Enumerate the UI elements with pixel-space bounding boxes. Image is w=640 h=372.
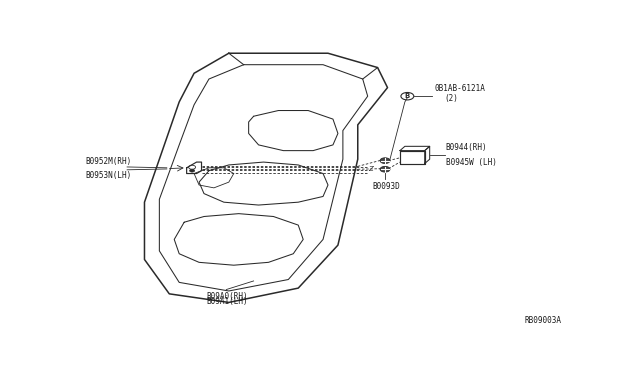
Text: B: B [404,93,410,99]
Circle shape [380,158,390,164]
Text: B09A0(RH): B09A0(RH) [207,292,248,301]
Text: B0093D: B0093D [372,182,401,191]
Text: B0952M(RH): B0952M(RH) [85,157,131,166]
Text: B0945W (LH): B0945W (LH) [445,158,497,167]
Text: Z: Z [368,166,372,172]
Text: B09A1(LH): B09A1(LH) [207,297,248,306]
Circle shape [380,166,390,172]
Text: (2): (2) [445,94,458,103]
Text: B0953N(LH): B0953N(LH) [85,171,131,180]
Circle shape [189,169,195,172]
Text: B0944(RH): B0944(RH) [445,143,487,153]
Text: RB09003A: RB09003A [524,316,561,326]
Text: 0B1AB-6121A: 0B1AB-6121A [435,84,486,93]
